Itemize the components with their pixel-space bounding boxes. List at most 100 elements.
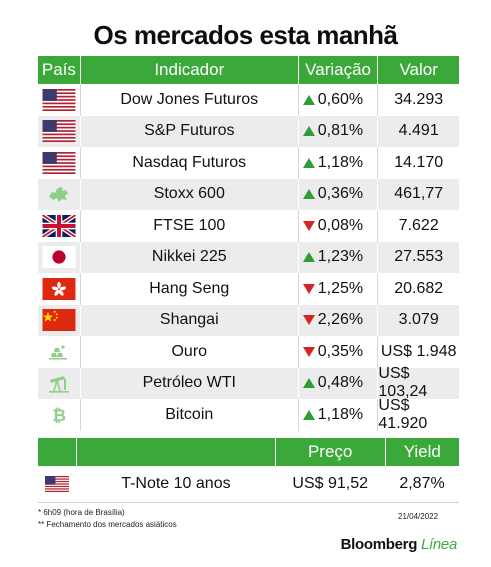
header-indicator: Indicador: [79, 56, 298, 84]
arrow-down-icon: [302, 346, 315, 357]
table-header: País Indicador Variação Valor: [38, 56, 459, 84]
table-row: S&P Futuros 0,81% 4.491: [38, 115, 459, 148]
table-row: FTSE 100 0,08% 7.622: [38, 210, 459, 242]
value-cell: US$ 103,24: [377, 365, 459, 400]
value-cell: 34.293: [377, 84, 459, 116]
change-cell: 1,23%: [297, 241, 378, 273]
change-value: 0,35%: [317, 342, 364, 360]
value-cell: 14.170: [377, 147, 459, 179]
oil-pump-icon: [38, 368, 80, 400]
change-cell: 0,35%: [297, 336, 378, 368]
markets-table: País Indicador Variação Valor Dow Jones …: [38, 56, 459, 432]
change-cell: 0,08%: [297, 210, 378, 242]
japan-flag-icon: [38, 242, 80, 274]
table-row: Stoxx 600 0,36% 461,77: [38, 178, 459, 211]
change-value: 1,25%: [317, 279, 364, 297]
change-value: 2,26%: [317, 311, 364, 329]
indicator-name: Hang Seng: [79, 273, 298, 305]
value-cell: US$ 1.948: [377, 336, 459, 368]
arrow-up-icon: [302, 189, 315, 200]
value-cell: US$ 41.920: [377, 397, 459, 432]
arrow-down-icon: [302, 283, 315, 294]
us-flag-icon: [38, 84, 80, 116]
value-cell: 20.682: [377, 273, 459, 305]
brand-name: Bloomberg: [340, 536, 418, 553]
change-value: 1,23%: [317, 248, 364, 266]
table-row: Petróleo WTI 0,48% US$ 103,24: [38, 365, 459, 400]
indicator-name: Dow Jones Futuros: [79, 84, 298, 116]
value-cell: 4.491: [377, 115, 459, 147]
bond-indicator: T-Note 10 anos: [121, 475, 231, 492]
value-cell: 461,77: [377, 178, 459, 210]
bond-table: Preço Yield T-Note 10 anos US$ 91,52 2,8…: [38, 438, 459, 503]
change-value: 1,18%: [317, 153, 364, 171]
table-row: Dow Jones Futuros 0,60% 34.293: [38, 84, 459, 116]
table-row: Ouro 0,35% US$ 1.948: [38, 336, 459, 368]
indicator-name: Ouro: [79, 336, 298, 368]
arrow-down-icon: [302, 315, 315, 326]
bond-price: US$ 91,52: [292, 475, 369, 492]
us-flag-icon: [38, 147, 80, 179]
value-cell: 27.553: [377, 241, 459, 273]
table-row: Nikkei 225 1,23% 27.553: [38, 241, 459, 274]
change-value: 0,36%: [317, 185, 364, 203]
indicator-name: Nasdaq Futuros: [79, 147, 298, 179]
brand-logo: Bloomberg Línea: [340, 536, 458, 553]
change-cell: 1,18%: [297, 147, 378, 179]
china-flag-icon: [38, 305, 80, 337]
bond-row: T-Note 10 anos US$ 91,52 2,87%: [38, 466, 459, 503]
change-cell: 1,25%: [297, 273, 378, 305]
arrow-up-icon: [302, 252, 315, 263]
change-value: 0,08%: [317, 216, 364, 234]
change-cell: 2,26%: [297, 304, 378, 336]
indicator-name: FTSE 100: [79, 210, 298, 242]
indicator-name: Petróleo WTI: [79, 367, 298, 399]
table-row: ₿ Bitcoin 1,18% US$ 41.920: [38, 397, 459, 432]
arrow-up-icon: [302, 126, 315, 137]
change-cell: 0,48%: [297, 367, 378, 399]
brand-suffix: Línea: [420, 536, 457, 553]
header-country: País: [41, 60, 76, 79]
indicator-name: Nikkei 225: [79, 241, 298, 273]
svg-text:₿: ₿: [52, 406, 66, 426]
header-value: Valor: [377, 56, 459, 84]
change-cell: 1,18%: [297, 399, 378, 431]
indicator-name: Bitcoin: [79, 399, 298, 431]
value-cell: 3.079: [377, 304, 459, 336]
indicator-name: Stoxx 600: [79, 178, 298, 210]
footnote-time: * 6h09 (hora de Brasília): [38, 508, 125, 517]
hong-kong-flag-icon: [38, 273, 80, 305]
table-row: Nasdaq Futuros 1,18% 14.170: [38, 147, 459, 179]
change-value: 0,48%: [317, 374, 364, 392]
europe-map-icon: [38, 179, 80, 211]
change-cell: 0,81%: [297, 115, 378, 147]
bond-yield: 2,87%: [399, 475, 445, 492]
us-flag-icon: [38, 466, 76, 502]
uk-flag-icon: [38, 210, 80, 242]
page-title: Os mercados esta manhã: [93, 20, 398, 50]
arrow-up-icon: [302, 157, 315, 168]
table-row: Shangai 2,26% 3.079: [38, 304, 459, 337]
header-yield: Yield: [384, 438, 459, 466]
change-cell: 0,60%: [297, 84, 378, 116]
arrow-up-icon: [302, 378, 315, 389]
arrow-up-icon: [302, 94, 315, 105]
change-value: 0,81%: [317, 122, 364, 140]
us-flag-icon: [38, 116, 80, 148]
bitcoin-icon: ₿: [38, 399, 80, 431]
change-value: 1,18%: [317, 405, 364, 423]
indicator-name: Shangai: [79, 304, 298, 336]
report-date: 21/04/2022: [398, 512, 439, 521]
value-cell: 7.622: [377, 210, 459, 242]
arrow-up-icon: [302, 409, 315, 420]
table-row: Hang Seng 1,25% 20.682: [38, 273, 459, 305]
change-cell: 0,36%: [297, 178, 378, 210]
change-value: 0,60%: [317, 90, 364, 108]
footnote-asia: ** Fechamento dos mercados asiáticos: [38, 520, 177, 529]
indicator-name: S&P Futuros: [79, 115, 298, 147]
arrow-down-icon: [302, 220, 315, 231]
header-price: Preço: [274, 438, 385, 466]
gold-bars-icon: [38, 336, 80, 368]
bond-table-header: Preço Yield: [38, 438, 459, 466]
header-change: Variação: [297, 56, 378, 84]
